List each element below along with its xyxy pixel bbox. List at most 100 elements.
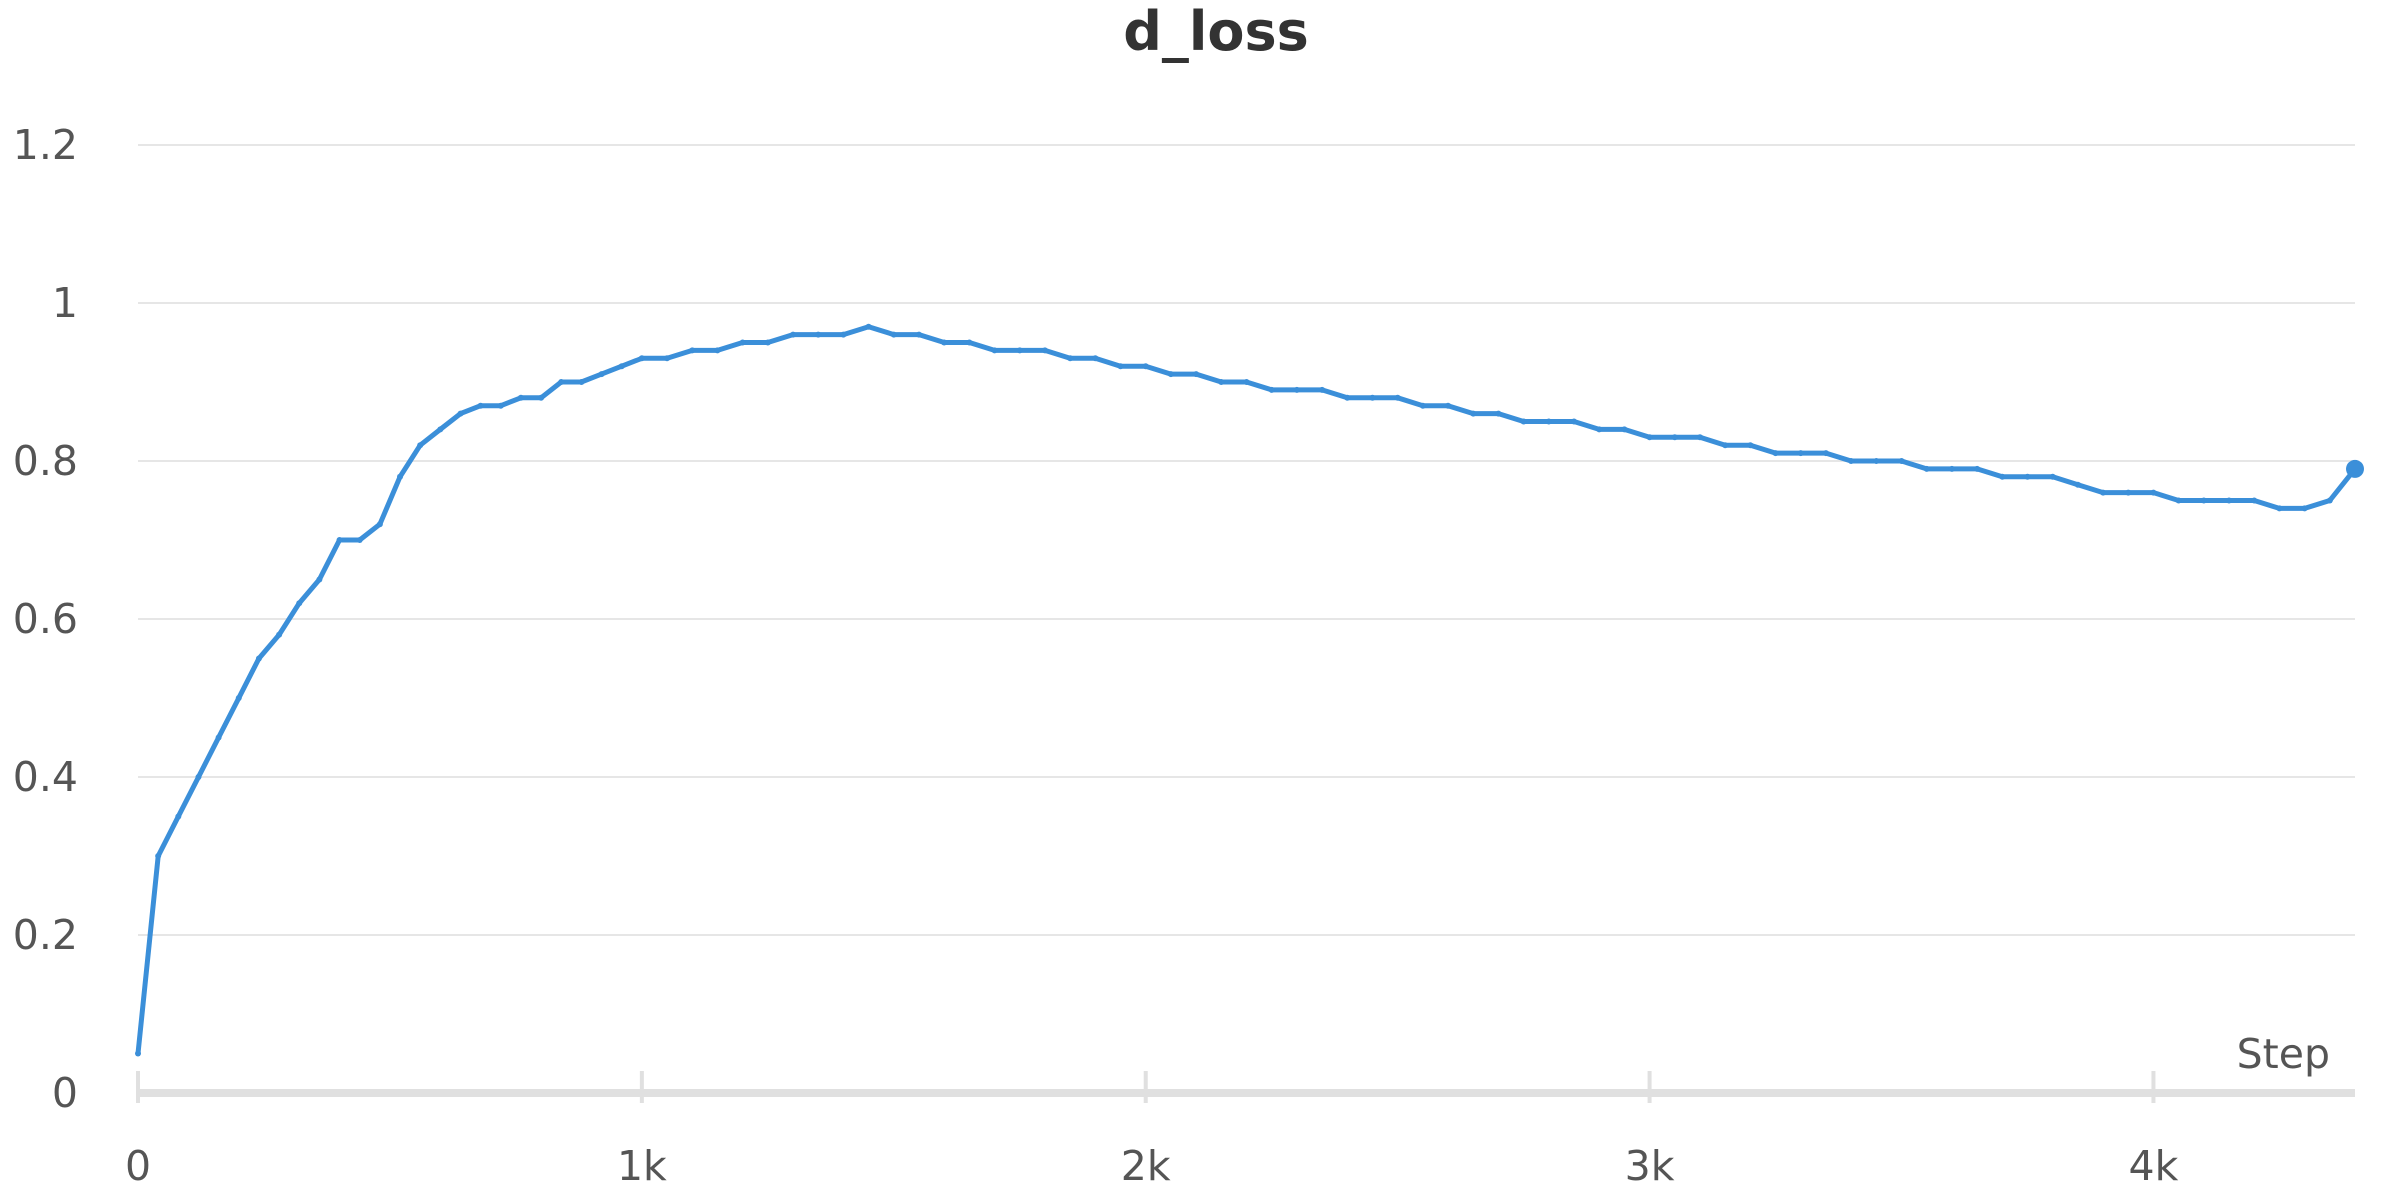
- data-point: [2226, 497, 2233, 504]
- data-point: [1268, 386, 1275, 393]
- x-tick-label: 0: [125, 1142, 151, 1190]
- data-point: [195, 774, 202, 780]
- data-point: [1344, 394, 1351, 401]
- data-point: [1822, 450, 1829, 457]
- x-tick-label: 4k: [2129, 1142, 2179, 1190]
- data-point: [215, 734, 222, 741]
- data-point: [1545, 418, 1552, 425]
- data-point: [1671, 434, 1678, 441]
- data-point: [2200, 497, 2207, 504]
- y-tick-label: 1.2: [13, 121, 78, 169]
- grid-lines: [138, 144, 2355, 936]
- data-point: [1419, 402, 1426, 409]
- data-point: [764, 339, 771, 346]
- series-layer: [135, 323, 2364, 1057]
- data-point: [135, 1050, 141, 1057]
- data-point: [2049, 473, 2056, 480]
- chart-title: d_loss: [1123, 0, 1309, 63]
- data-point: [689, 347, 696, 354]
- y-axis: 0 0.2 0.4 0.6 0.8 1 1.2: [13, 121, 78, 1117]
- y-tick-label: 0.2: [13, 911, 78, 959]
- data-point: [235, 695, 242, 701]
- data-point: [1596, 426, 1603, 433]
- data-point: [296, 600, 303, 607]
- data-point: [538, 394, 545, 401]
- data-point: [1470, 410, 1477, 417]
- data-point: [437, 426, 444, 433]
- data-point: [1193, 371, 1200, 378]
- y-tick-label: 0.6: [13, 595, 78, 643]
- data-point: [1696, 434, 1703, 441]
- data-point: [1898, 458, 1905, 464]
- data-point: [497, 402, 504, 409]
- data-point: [966, 339, 973, 346]
- x-tick-label: 1k: [617, 1142, 667, 1190]
- data-point: [1495, 410, 1502, 417]
- data-point: [457, 410, 464, 417]
- data-point: [397, 473, 404, 480]
- data-point: [2125, 489, 2132, 496]
- data-point: [1923, 465, 1930, 472]
- data-point: [714, 347, 721, 354]
- data-point: [664, 355, 671, 362]
- data-point: [1117, 363, 1124, 370]
- data-point: [255, 655, 262, 662]
- data-point: [276, 631, 283, 638]
- data-point: [316, 576, 323, 583]
- data-point: [1142, 363, 1149, 370]
- data-point: [517, 394, 524, 401]
- data-point: [2100, 489, 2107, 496]
- data-point: [1974, 465, 1981, 472]
- data-point: [1167, 371, 1174, 378]
- last-point-marker: [2346, 459, 2364, 478]
- data-point: [1848, 458, 1855, 464]
- data-point: [1999, 473, 2006, 480]
- data-point: [1646, 434, 1653, 441]
- data-point: [840, 331, 847, 338]
- data-point: [915, 331, 922, 338]
- y-tick-label: 1: [52, 279, 78, 327]
- data-point: [618, 363, 625, 370]
- y-tick-label: 0.4: [13, 753, 78, 801]
- data-point: [578, 379, 585, 385]
- data-point: [890, 331, 897, 338]
- data-point: [1571, 418, 1578, 425]
- data-point: [2074, 481, 2081, 488]
- data-point: [477, 402, 484, 409]
- data-point: [336, 537, 343, 543]
- data-point: [1445, 402, 1452, 409]
- data-point: [1520, 418, 1527, 425]
- data-point: [175, 813, 182, 820]
- data-point: [991, 347, 998, 354]
- data-point: [1621, 426, 1628, 433]
- data-point: [2251, 497, 2258, 504]
- x-tick-label: 2k: [1121, 1142, 1171, 1190]
- data-point: [558, 379, 565, 385]
- data-point: [865, 323, 872, 330]
- data-point: [1948, 465, 1955, 472]
- data-point: [1243, 379, 1250, 385]
- data-point: [1092, 355, 1099, 362]
- data-point: [2326, 497, 2333, 504]
- data-point: [739, 339, 746, 346]
- y-tick-label: 0: [52, 1069, 78, 1117]
- data-point: [1873, 458, 1880, 464]
- data-point: [2024, 473, 2031, 480]
- data-point: [1747, 442, 1754, 449]
- data-point: [2150, 489, 2157, 496]
- data-point: [2276, 505, 2283, 512]
- data-point: [1067, 355, 1074, 362]
- data-point: [1394, 394, 1401, 401]
- data-point: [1016, 347, 1023, 354]
- data-point: [815, 331, 822, 338]
- data-point: [1218, 379, 1225, 385]
- data-point: [1293, 386, 1300, 393]
- series-line: [135, 324, 2358, 1056]
- x-tick-label: 3k: [1625, 1142, 1675, 1190]
- data-point: [598, 371, 605, 378]
- data-point: [1319, 386, 1326, 393]
- data-point: [2301, 505, 2308, 512]
- data-point: [1369, 394, 1376, 401]
